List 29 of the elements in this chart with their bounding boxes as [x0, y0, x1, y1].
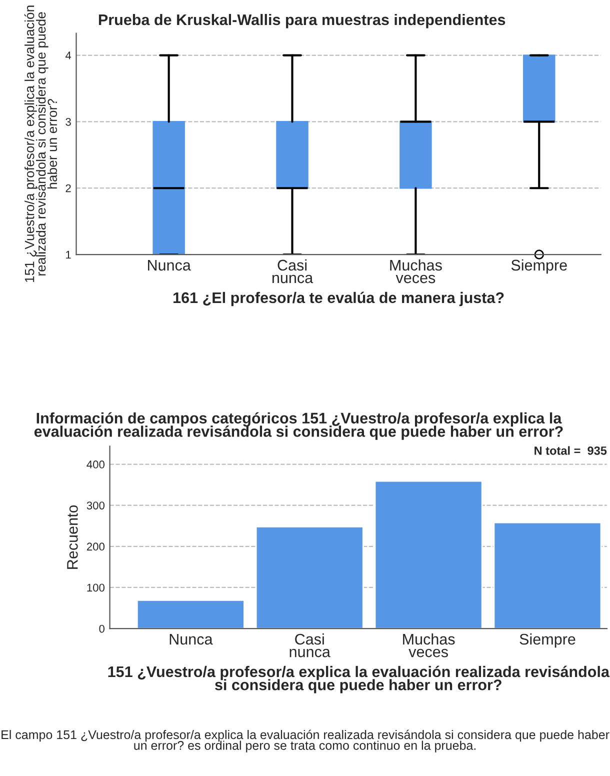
y-tick-label: 400 — [86, 460, 105, 468]
y-tick-label: 300 — [86, 502, 105, 510]
bar — [374, 480, 483, 629]
y-tick-label: 0 — [99, 624, 105, 633]
y-tick-label: 2 — [66, 184, 71, 192]
y-tick-label: 100 — [87, 584, 105, 592]
x-axis-title: 151 ¿Vuestro/a profesor/a explica la evaluación realizada revisándola si considera que puede haber un error? — [108, 666, 610, 694]
bar — [136, 600, 245, 629]
y-tick-label: 1 — [66, 250, 71, 259]
x-axis-title: 161 ¿El profesor/a te evalúa de manera justa? — [174, 292, 504, 306]
x-tick-label: Siempre — [520, 633, 576, 648]
y-tick-label: 200 — [86, 542, 105, 551]
x-tick-label: Casi nunca — [272, 259, 314, 284]
bar — [255, 526, 364, 629]
text: El campo 151 ¿Vuestro/a profesor/a explica la evaluación realizada revisándola si considera que puede haber un error? es ordinal pero se trata como continuo en la prueba. — [2, 730, 610, 752]
y-axis-title: 151 ¿Vuestro/a profesor/a explica la evaluación realizada revisándola si considera que puede haber un error? — [24, 6, 58, 282]
y-axis-title: Recuento — [67, 505, 78, 569]
x-tick-label: Nunca — [148, 260, 191, 271]
x-tick-label: Casi nunca — [290, 633, 330, 658]
x-tick-label: Nunca — [170, 634, 213, 645]
y-tick-label: 3 — [66, 118, 71, 126]
x-tick-label: Siempre — [511, 259, 567, 274]
x-tick-label: Muchas veces — [403, 633, 455, 658]
y-tick-label: 4 — [65, 52, 72, 60]
x-tick-label: Muchas veces — [390, 259, 442, 284]
bar — [493, 522, 602, 629]
chart-title: Prueba de Kruskal-Wallis para muestras independientes — [98, 14, 506, 28]
chart-title: Información de campos categóricos 151 ¿Vuestro/a profesor/a explica la evaluación realizada revisándola si considera que puede haber un error? — [34, 412, 563, 440]
annotation: N total = 935 — [534, 446, 607, 455]
